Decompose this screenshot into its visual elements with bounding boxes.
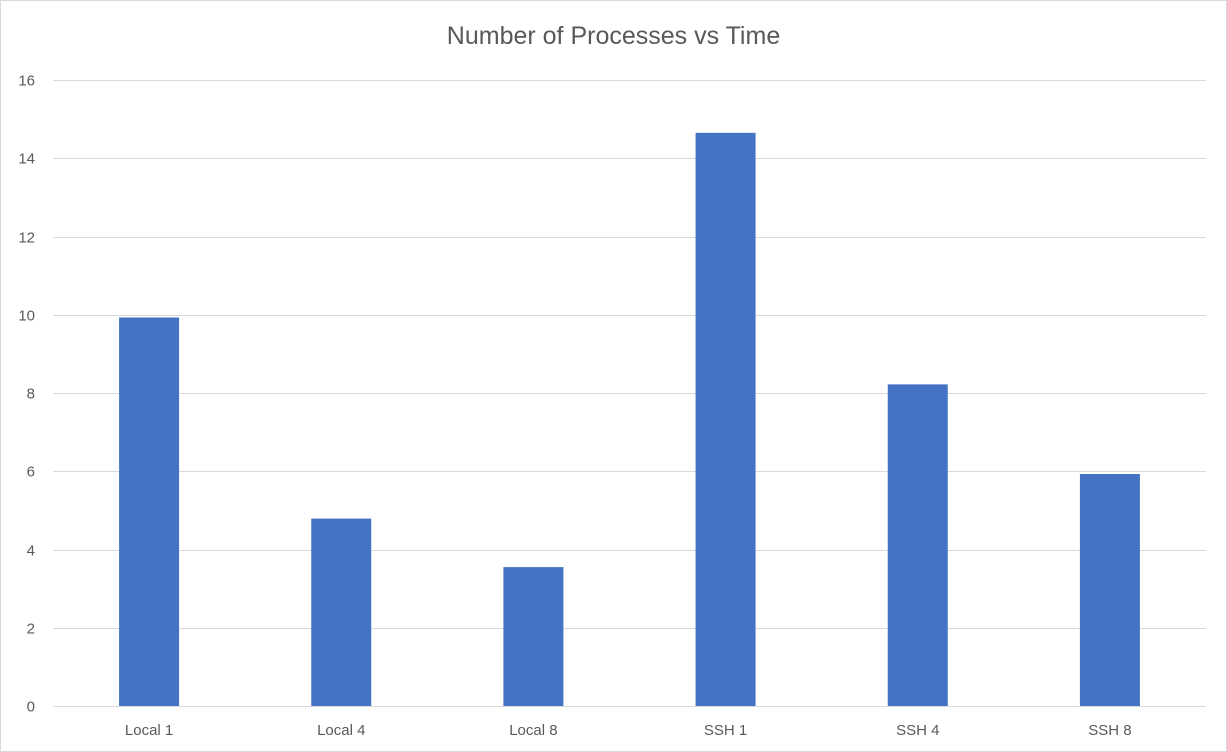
gridlines [53,80,1206,707]
y-tick-label: 4 [27,543,35,560]
bar-local-8 [503,567,564,706]
y-tick-label: 0 [27,699,35,716]
x-tick-label: Local 4 [317,722,365,739]
y-tick-label: 6 [27,464,35,481]
x-tick-label: Local 8 [509,722,557,739]
y-tick-label: 16 [18,73,35,90]
x-tick-label: SSH 1 [704,722,747,739]
bar-local-1 [119,317,180,706]
y-axis-ticks: 0 2 4 6 8 10 12 14 16 [18,73,35,716]
x-tick-label: SSH 8 [1088,722,1131,739]
bar-ssh-1 [695,132,756,707]
x-axis-ticks: Local 1 Local 4 Local 8 SSH 1 SSH 4 SSH 8 [125,722,1132,739]
y-tick-label: 12 [18,230,35,247]
y-tick-label: 8 [27,386,35,403]
chart-title: Number of Processes vs Time [446,22,781,50]
bars [119,132,1140,707]
y-tick-label: 10 [18,308,35,325]
bar-local-4 [311,518,372,706]
x-tick-label: Local 1 [125,722,173,739]
x-tick-label: SSH 4 [896,722,939,739]
bar-ssh-4 [887,384,948,706]
y-tick-label: 2 [27,621,35,638]
y-tick-label: 14 [18,151,35,168]
bar-ssh-8 [1079,473,1140,706]
